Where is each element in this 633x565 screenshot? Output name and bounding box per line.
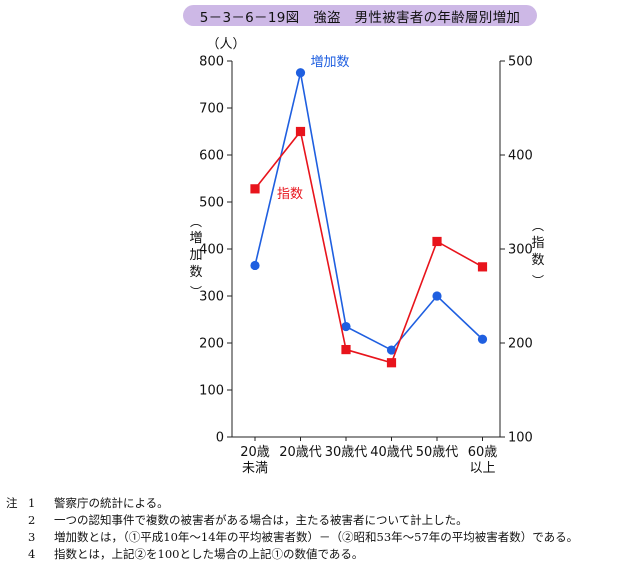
right-tick-label: 200 bbox=[508, 337, 533, 352]
series-line-increase bbox=[254, 72, 484, 352]
category-label: 50歳代 bbox=[416, 445, 459, 460]
category-label: 60歳 bbox=[468, 445, 498, 460]
chart-title: 5－3－6－19図 強盗 男性被害者の年齢層別増加 bbox=[183, 5, 537, 26]
left-axis-unit: （人） bbox=[206, 37, 245, 52]
category-label: 20歳代 bbox=[279, 445, 322, 460]
data-point-square bbox=[341, 344, 351, 355]
data-point-square bbox=[432, 236, 442, 247]
category-label: 20歳 bbox=[240, 445, 270, 460]
data-point-circle bbox=[432, 291, 442, 301]
right-axis-bracket-open: ︵ bbox=[532, 219, 544, 233]
right-tick-label: 100 bbox=[508, 431, 533, 446]
right-axis-bracket-close: ︶ bbox=[532, 274, 544, 288]
right-tick-label: 500 bbox=[508, 55, 533, 70]
note-item-1: 注 1 警察庁の統計による。 bbox=[6, 495, 631, 512]
right-tick-label: 400 bbox=[508, 149, 533, 164]
left-tick-label: 600 bbox=[199, 149, 224, 164]
data-point-circle bbox=[477, 334, 488, 344]
left-axis-bracket-open: ︵ bbox=[190, 215, 202, 229]
note-lead: 注 bbox=[6, 496, 18, 510]
left-axis-bracket-close: ︶ bbox=[190, 285, 202, 299]
note-number: 4 bbox=[28, 547, 36, 561]
note-item-4: 4 指数とは，上記②を100とした場合の上記①の数値である。 bbox=[6, 546, 631, 563]
data-point-square bbox=[477, 262, 488, 272]
note-number: 3 bbox=[28, 530, 36, 544]
left-axis-label-char: 数 bbox=[189, 265, 202, 280]
category-label: 以上 bbox=[469, 461, 495, 476]
right-tick-label: 300 bbox=[508, 243, 533, 258]
left-tick-label: 500 bbox=[199, 196, 224, 211]
category-label: 40歳代 bbox=[370, 445, 413, 460]
note-item-2: 2 一つの認知事件で複数の被害者がある場合は，主たる被害者について計上した。 bbox=[6, 512, 631, 529]
series-label-increase: 増加数 bbox=[310, 55, 349, 70]
left-tick-label: 100 bbox=[199, 384, 224, 399]
category-label: 30歳代 bbox=[325, 445, 368, 460]
left-axis-label-char: 加 bbox=[189, 248, 202, 263]
data-point-square bbox=[386, 358, 397, 368]
left-tick-label: 800 bbox=[199, 55, 224, 70]
data-point-circle bbox=[341, 321, 351, 332]
left-tick-label: 300 bbox=[199, 290, 224, 305]
category-label: 未満 bbox=[242, 461, 268, 476]
data-point-circle bbox=[386, 345, 397, 355]
notes: 注 1 警察庁の統計による。 2 一つの認知事件で複数の被害者がある場合は，主た… bbox=[6, 495, 631, 563]
line-chart: 0 100 200 300 400 500 600 700 800 100 200 300 400 500… bbox=[189, 37, 544, 476]
note-item-3: 3 増加数とは，（①平成10年～14年の平均被害者数）－（②昭和53年～57年の… bbox=[6, 529, 631, 546]
note-number: 1 bbox=[28, 496, 36, 510]
data-point-square bbox=[295, 126, 306, 137]
data-point-circle bbox=[295, 68, 306, 78]
series-line-index bbox=[254, 129, 483, 364]
left-tick-label: 0 bbox=[216, 431, 224, 446]
note-text: 増加数とは，（①平成10年～14年の平均被害者数）－（②昭和53年～57年の平均… bbox=[54, 530, 579, 544]
right-axis-label-char: 数 bbox=[531, 253, 544, 268]
note-text: 一つの認知事件で複数の被害者がある場合は，主たる被害者について計上した。 bbox=[54, 513, 468, 527]
series-label-index: 指数 bbox=[277, 187, 303, 202]
left-tick-label: 700 bbox=[199, 102, 224, 117]
left-tick-label: 400 bbox=[199, 243, 224, 258]
data-point-circle bbox=[250, 260, 260, 271]
note-text: 指数とは，上記②を100とした場合の上記①の数値である。 bbox=[54, 547, 364, 561]
note-number: 2 bbox=[28, 513, 36, 527]
data-point-square bbox=[250, 184, 260, 194]
left-axis-label-char: 増 bbox=[189, 231, 202, 246]
right-axis-label-char: 指 bbox=[531, 236, 544, 251]
left-tick-label: 200 bbox=[199, 337, 224, 352]
note-text: 警察庁の統計による。 bbox=[54, 496, 169, 510]
